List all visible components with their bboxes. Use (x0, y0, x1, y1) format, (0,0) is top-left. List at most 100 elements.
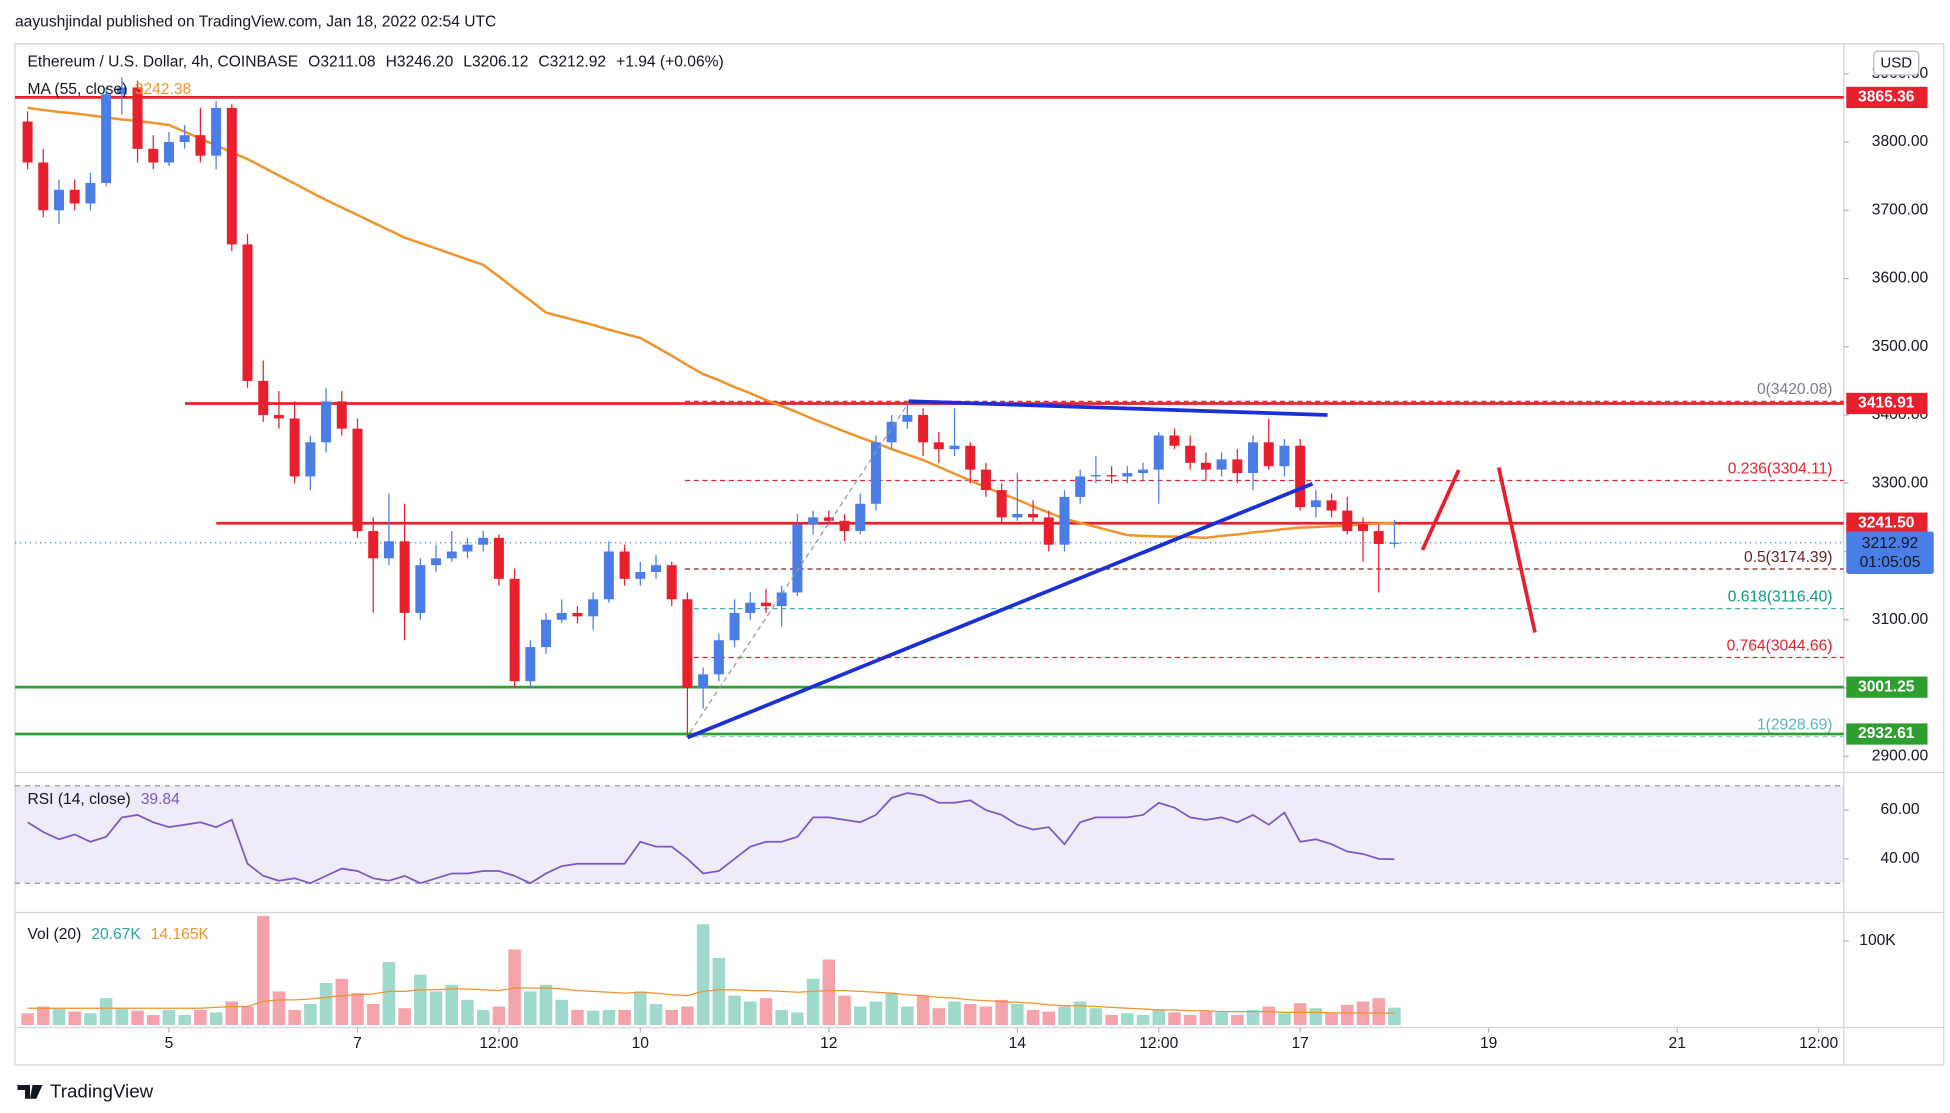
volume-ma-value: 14.165K (151, 926, 210, 943)
volume-bar (414, 974, 427, 1025)
candle-body (776, 592, 787, 607)
volume-bar (256, 915, 270, 1025)
volume-bar (1136, 1014, 1150, 1025)
candle-body (870, 442, 881, 504)
candle-body (148, 148, 159, 163)
footer-brand: TradingView (50, 1080, 154, 1101)
frame (14, 43, 1945, 1066)
ohlc-value: O3211.08 (308, 54, 375, 71)
volume-bar (1215, 1012, 1228, 1025)
arrow-down (1496, 467, 1537, 633)
y-tick-label: 3800.00 (1872, 133, 1929, 150)
candle-body (902, 415, 913, 422)
x-tick-label: 12:00 (1799, 1035, 1838, 1052)
volume-bar (759, 998, 773, 1025)
volume-bar (948, 1001, 961, 1025)
candle-body (541, 619, 552, 648)
candle-body (478, 537, 489, 545)
candle-body (603, 551, 614, 600)
candle-body (462, 544, 473, 552)
fib-label: 0.5(3174.39) (1744, 549, 1833, 566)
volume-bar (21, 1013, 34, 1025)
candle-body (1248, 442, 1259, 474)
x-tick-label: 7 (353, 1035, 362, 1052)
ma-value: 3242.38 (135, 81, 191, 98)
candle-body (242, 244, 253, 381)
candle-body (713, 640, 724, 675)
candle-body (101, 94, 112, 183)
logo (17, 1085, 43, 1099)
candle-body (980, 469, 991, 491)
candle-body (839, 520, 850, 532)
volume-bar (1168, 1012, 1181, 1025)
plot: 5712:0010121412:0017192112:002900.003000… (15, 65, 1929, 1052)
ma-line (27, 106, 1395, 540)
candle-body (509, 578, 520, 682)
volume-bar (1105, 1014, 1118, 1025)
countdown: 01:05:05 (1860, 554, 1921, 571)
volume-bar (555, 999, 568, 1025)
trend-line (686, 482, 1314, 740)
candle-body (1279, 445, 1290, 467)
volume-bar (963, 1004, 977, 1025)
volume-bar (241, 1006, 254, 1025)
volume-bar (728, 995, 741, 1025)
volume-bar (1121, 1013, 1134, 1025)
volume-bar (492, 1006, 506, 1025)
candle-body (808, 517, 819, 525)
candle-body (1310, 500, 1321, 508)
price-tag-label: 3416.91 (1858, 395, 1915, 412)
candle-body (179, 135, 190, 143)
y-tick-label: 3500.00 (1872, 338, 1929, 355)
volume-bar (1183, 1014, 1197, 1025)
candle-body (588, 599, 599, 617)
volume-bar (84, 1013, 97, 1025)
candle-body (1232, 459, 1243, 474)
volume-name: Vol (20) (28, 926, 82, 943)
price-tag (1846, 392, 1928, 415)
candle-body (1326, 500, 1337, 511)
volume-bar (1325, 1013, 1338, 1025)
currency-box[interactable] (1873, 50, 1920, 76)
candle-body (321, 401, 332, 443)
candle-body (886, 421, 897, 443)
volume-bar (319, 983, 333, 1025)
volume-tick-label: 100K (1859, 932, 1896, 949)
volume-bar (602, 1009, 616, 1025)
candle-body (823, 517, 834, 521)
fib-label: 1(2928.69) (1757, 717, 1833, 734)
volume-bar (665, 1009, 678, 1025)
volume-bar (304, 1004, 317, 1025)
volume-bar (162, 1009, 176, 1025)
candle-body (1090, 475, 1101, 477)
candle-body (1138, 469, 1149, 474)
candle-body (289, 418, 300, 477)
candle-body (918, 415, 929, 443)
volume-bar (288, 1009, 301, 1025)
volume-ma-line (27, 987, 1395, 1014)
ma-name: MA (55, close) (28, 81, 128, 98)
rsi-legend: RSI (14, close) 39.84 (28, 791, 181, 808)
price-tag (1846, 512, 1928, 534)
volume-bar (885, 993, 898, 1025)
candle-body (965, 445, 976, 470)
rsi-band (15, 785, 1844, 884)
rsi-value: 39.84 (141, 791, 180, 808)
overlay: 3865.36 3416.91 3241.50 3001.25 2932.61 3212.… (28, 54, 1934, 943)
volume-bar (901, 1006, 914, 1025)
fib-label: 0(3420.08) (1757, 381, 1833, 398)
volume-bar (1278, 1013, 1291, 1025)
fib-label: 0.764(3044.66) (1727, 637, 1833, 654)
candle-body (1295, 445, 1306, 508)
volume-bar (853, 1006, 867, 1025)
candle-body (635, 571, 646, 579)
volume-bar (115, 1008, 129, 1025)
y-tick-label: 3600.00 (1872, 270, 1929, 287)
volume-bar (194, 1009, 207, 1025)
volume-bar (1199, 1011, 1213, 1025)
candle-body (163, 142, 174, 163)
x-tick-label: 14 (1009, 1035, 1027, 1052)
candle-body (132, 87, 143, 149)
x-tick-label: 12:00 (479, 1035, 518, 1052)
